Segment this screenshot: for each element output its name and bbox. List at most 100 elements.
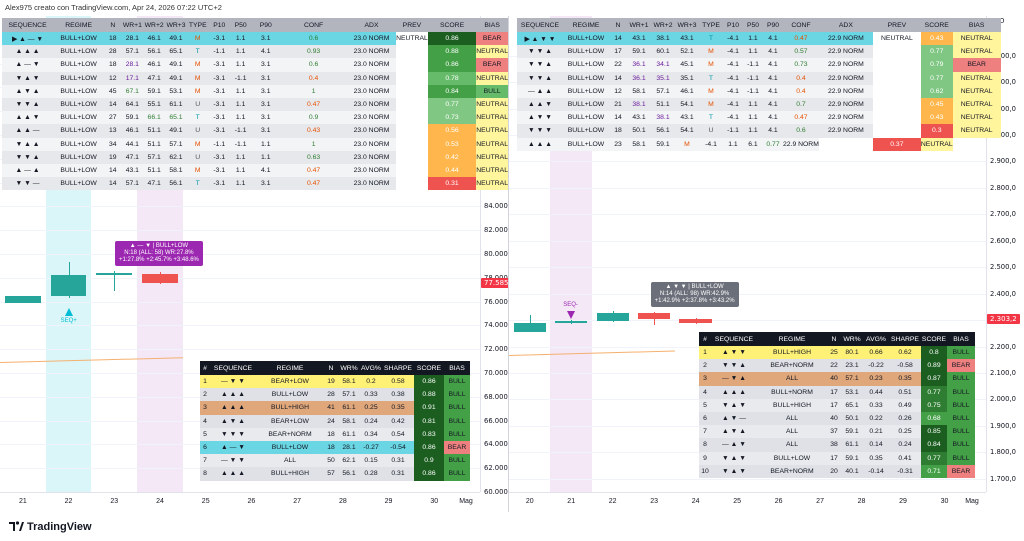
- table-cell: NEUTRAL: [952, 124, 1001, 138]
- table-cell: NEUTRAL: [952, 97, 1001, 112]
- table-cell: -3.1: [213, 166, 226, 174]
- tradingview-logo[interactable]: TradingView: [8, 519, 96, 533]
- time-tick-label: 22: [608, 498, 617, 505]
- table-cell: 0.47: [794, 114, 808, 122]
- table-cell: BULL+LOW: [567, 101, 605, 109]
- table-cell: 1: [311, 140, 316, 148]
- table-cell: NEUTRAL: [952, 84, 1001, 98]
- table-cell: ▲ ▼ ▲: [722, 428, 746, 436]
- price-tick-label: 60.000: [484, 488, 508, 496]
- table-cell: BULL+LOW: [567, 87, 605, 95]
- table-cell: 40: [830, 415, 838, 423]
- table-cell: 14: [109, 166, 117, 174]
- table-header-cell: P10: [208, 18, 230, 32]
- table-row: 5 ▼ ▼ ▼ BEAR+NORM 18 61.1 0.34 0.54 0.83 BULL: [200, 427, 470, 441]
- table-cell: ▼ ▼ ▼: [221, 430, 245, 438]
- table-cell: -1.1: [747, 87, 759, 95]
- table-cell: 0.77: [427, 97, 477, 112]
- candlestick[interactable]: [555, 321, 588, 324]
- table-cell: 0.47: [306, 166, 321, 174]
- candlestick[interactable]: [513, 322, 546, 332]
- table-row: 8 ▲ ▲ ▲ BULL+HIGH 57 56.1 0.28 0.31 0.86 BULL: [200, 467, 470, 481]
- table-cell: 0.42: [391, 417, 405, 425]
- candlestick[interactable]: [142, 274, 178, 283]
- time-tick-label: 27: [293, 498, 302, 505]
- table-header-cell: WR%: [841, 332, 863, 346]
- table-cell: [396, 177, 428, 191]
- gridline: [509, 399, 986, 401]
- table-cell: -1.1: [234, 140, 247, 148]
- table-cell: 62.1: [169, 153, 183, 161]
- table-cell: 0.26: [898, 415, 912, 423]
- table-cell: 57.1: [656, 87, 670, 95]
- candlestick[interactable]: [50, 275, 87, 296]
- table-cell: 0.35: [391, 404, 405, 412]
- table-cell: [872, 71, 921, 85]
- table-cell: -1.1: [213, 48, 226, 56]
- candlestick[interactable]: [596, 313, 629, 322]
- price-tick-label: 62.000: [484, 464, 508, 473]
- time-tick-label: Mag: [965, 498, 979, 505]
- table-header-cell: P90: [251, 18, 281, 32]
- table-cell: M: [708, 87, 714, 95]
- signal-triangle-icon: [567, 310, 576, 319]
- price-tick-label: 68.000: [484, 392, 508, 401]
- table-cell: BULL: [444, 467, 470, 481]
- table-cell: -4.1: [705, 140, 717, 148]
- candlestick[interactable]: [5, 295, 41, 303]
- table-cell: 1.1: [748, 48, 758, 56]
- current-price-tag: 77.585: [481, 277, 508, 288]
- table-cell: 56.1: [342, 470, 356, 478]
- table-cell: -3.1: [213, 74, 226, 82]
- gridline: [0, 301, 480, 303]
- indicator-line: [509, 350, 675, 357]
- time-axis[interactable]: 20 21 22 23 24 25 26 27 28 29 30 Mag: [509, 492, 986, 512]
- chart-pane-left[interactable]: SEQ+ ▲ — ▼ | BULL+LOW N:18 (ALL: 58) WR:27…: [0, 16, 508, 512]
- chart-pane-right[interactable]: SEQ- ▲ ▼ ▼ | BULL+LOW N:14 (ALL: 98) WR:42…: [509, 16, 1024, 512]
- table-cell: 0.6: [280, 32, 347, 46]
- time-tick-label: 23: [110, 498, 119, 505]
- table-cell: 38.1: [632, 101, 646, 109]
- table-row: 1 ▲ ▼ ▼ BULL+HIGH 25 80.1 0.66 0.62 0.8 BULL: [699, 346, 975, 360]
- table-cell: BULL+LOW: [773, 454, 811, 462]
- table-cell: 43.1: [125, 166, 139, 174]
- table-cell: [396, 150, 428, 164]
- table-cell: 0.9: [414, 454, 444, 468]
- table-cell: BULL: [947, 398, 975, 412]
- table-cell: 0.33: [869, 401, 883, 409]
- table-header-cell: CONF: [783, 18, 819, 32]
- gridline: [0, 468, 480, 470]
- candlestick[interactable]: [679, 319, 712, 323]
- tooltip-line: +1:42.9% +2:37.8% +3:43.2%: [654, 297, 735, 304]
- chart-plot-area[interactable]: SEQ- ▲ ▼ ▼ | BULL+LOW N:14 (ALL: 98) WR:42…: [509, 16, 986, 492]
- table-header-cell: TYPE: [186, 18, 209, 32]
- time-tick-label: 30: [940, 498, 949, 505]
- time-axis[interactable]: 21 22 23 24 25 26 27 28 29 30 Mag: [0, 492, 480, 512]
- table-row: ▶ ▲ ▼ ▼ BULL+LOW 14 43.1 38.1 43.1 T -4.1 1.1 4.1…: [517, 32, 1001, 46]
- price-tick-label: 1.700,0: [990, 474, 1016, 483]
- table-cell: BULL+LOW: [53, 32, 105, 46]
- table-cell: 1: [203, 378, 207, 386]
- table-cell: BULL+NORM: [771, 388, 813, 396]
- table-cell: 24: [327, 417, 335, 425]
- table-cell: M: [194, 166, 201, 174]
- time-tick-label: 23: [650, 498, 659, 505]
- table-cell: NEUTRAL: [920, 137, 953, 151]
- table-cell: — ▼ ▼: [220, 378, 246, 386]
- candlestick[interactable]: [96, 273, 133, 276]
- table-cell: 59.1: [147, 87, 161, 95]
- table-cell: 1.1: [235, 87, 246, 95]
- price-tick-label: 3.100,0: [990, 104, 1016, 113]
- table-cell: ▲ ▲ ▲: [528, 140, 552, 148]
- table-cell: 14: [609, 32, 627, 46]
- price-axis[interactable]: USD3.300,03.200,03.100,03.000,02.900,02.…: [986, 16, 1024, 492]
- table-cell: 1.1: [235, 61, 246, 69]
- table-cell: 0.85: [921, 425, 947, 439]
- time-tick-label: 27: [816, 498, 824, 505]
- table-cell: T: [708, 114, 714, 122]
- table-cell: 65.1: [169, 48, 183, 56]
- table-cell: BULL+LOW: [60, 87, 97, 95]
- table-cell: 0.88: [427, 45, 477, 59]
- candlestick[interactable]: [637, 313, 671, 320]
- table-cell: NEUTRAL: [476, 177, 508, 191]
